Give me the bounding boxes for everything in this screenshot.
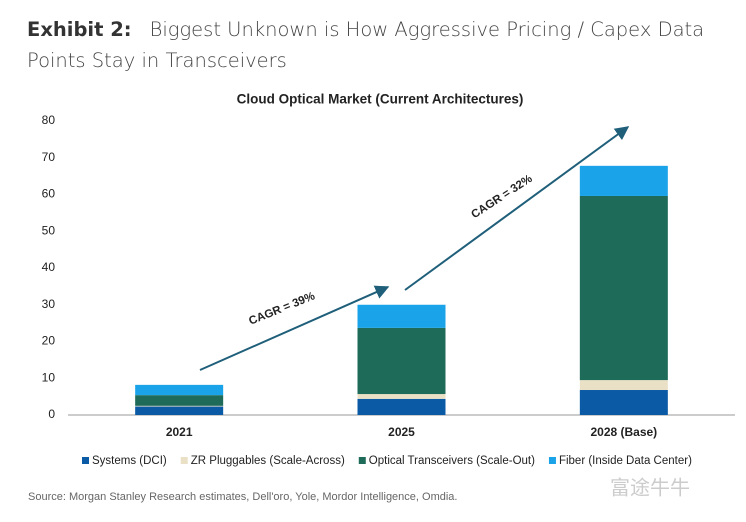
legend-swatch: [358, 457, 366, 464]
bar-segment: [357, 327, 446, 395]
y-tick-label: 20: [42, 334, 56, 348]
arrow: [404, 126, 630, 291]
bar-segment: [357, 304, 446, 328]
x-tick-label: 2021: [166, 425, 193, 439]
bar-segment: [135, 395, 224, 406]
y-tick-label: 40: [42, 260, 56, 274]
legend-label: Systems (DCI): [92, 455, 167, 467]
legend-label: Fiber (Inside Data Center): [559, 455, 692, 467]
y-tick-label: 80: [42, 113, 56, 127]
header-title: Biggest Unknown is How Aggressive Pricin…: [27, 18, 705, 72]
y-tick-label: 60: [42, 187, 56, 201]
bar-segment: [357, 394, 446, 399]
y-tick-label: 10: [42, 370, 56, 384]
legend-swatch: [82, 457, 89, 464]
exhibit-label: Exhibit 2:: [27, 18, 132, 41]
y-tick-label: 50: [42, 223, 56, 237]
header: Exhibit 2: Biggest Unknown is How Aggress…: [27, 14, 739, 76]
y-tick-label: 70: [42, 150, 56, 164]
annotation: CAGR = 32%: [469, 173, 534, 221]
bar-segment: [579, 390, 668, 415]
bar-segment: [357, 398, 446, 415]
bar-segment: [579, 165, 668, 196]
legend-label: Optical Transceivers (Scale-Out): [369, 455, 535, 467]
legend-swatch: [548, 457, 556, 464]
chart-title: Cloud Optical Market (Current Architectu…: [237, 92, 524, 107]
y-tick-label: 30: [42, 297, 56, 311]
source: Source: Morgan Stanley Research estimate…: [28, 491, 457, 503]
arrow: [199, 285, 390, 371]
bar-segment: [135, 405, 224, 407]
bar-segment: [579, 380, 668, 391]
legend-swatch: [180, 457, 188, 464]
legend-label: ZR Pluggables (Scale-Across): [191, 455, 345, 467]
x-tick-label: 2025: [388, 425, 415, 439]
y-tick-label: 0: [48, 407, 55, 421]
bar-segment: [135, 384, 224, 396]
bar-segment: [579, 195, 668, 381]
x-tick-label: 2028 (Base): [590, 425, 657, 439]
watermark: 富途牛牛: [610, 476, 690, 499]
bar-segment: [135, 406, 224, 415]
